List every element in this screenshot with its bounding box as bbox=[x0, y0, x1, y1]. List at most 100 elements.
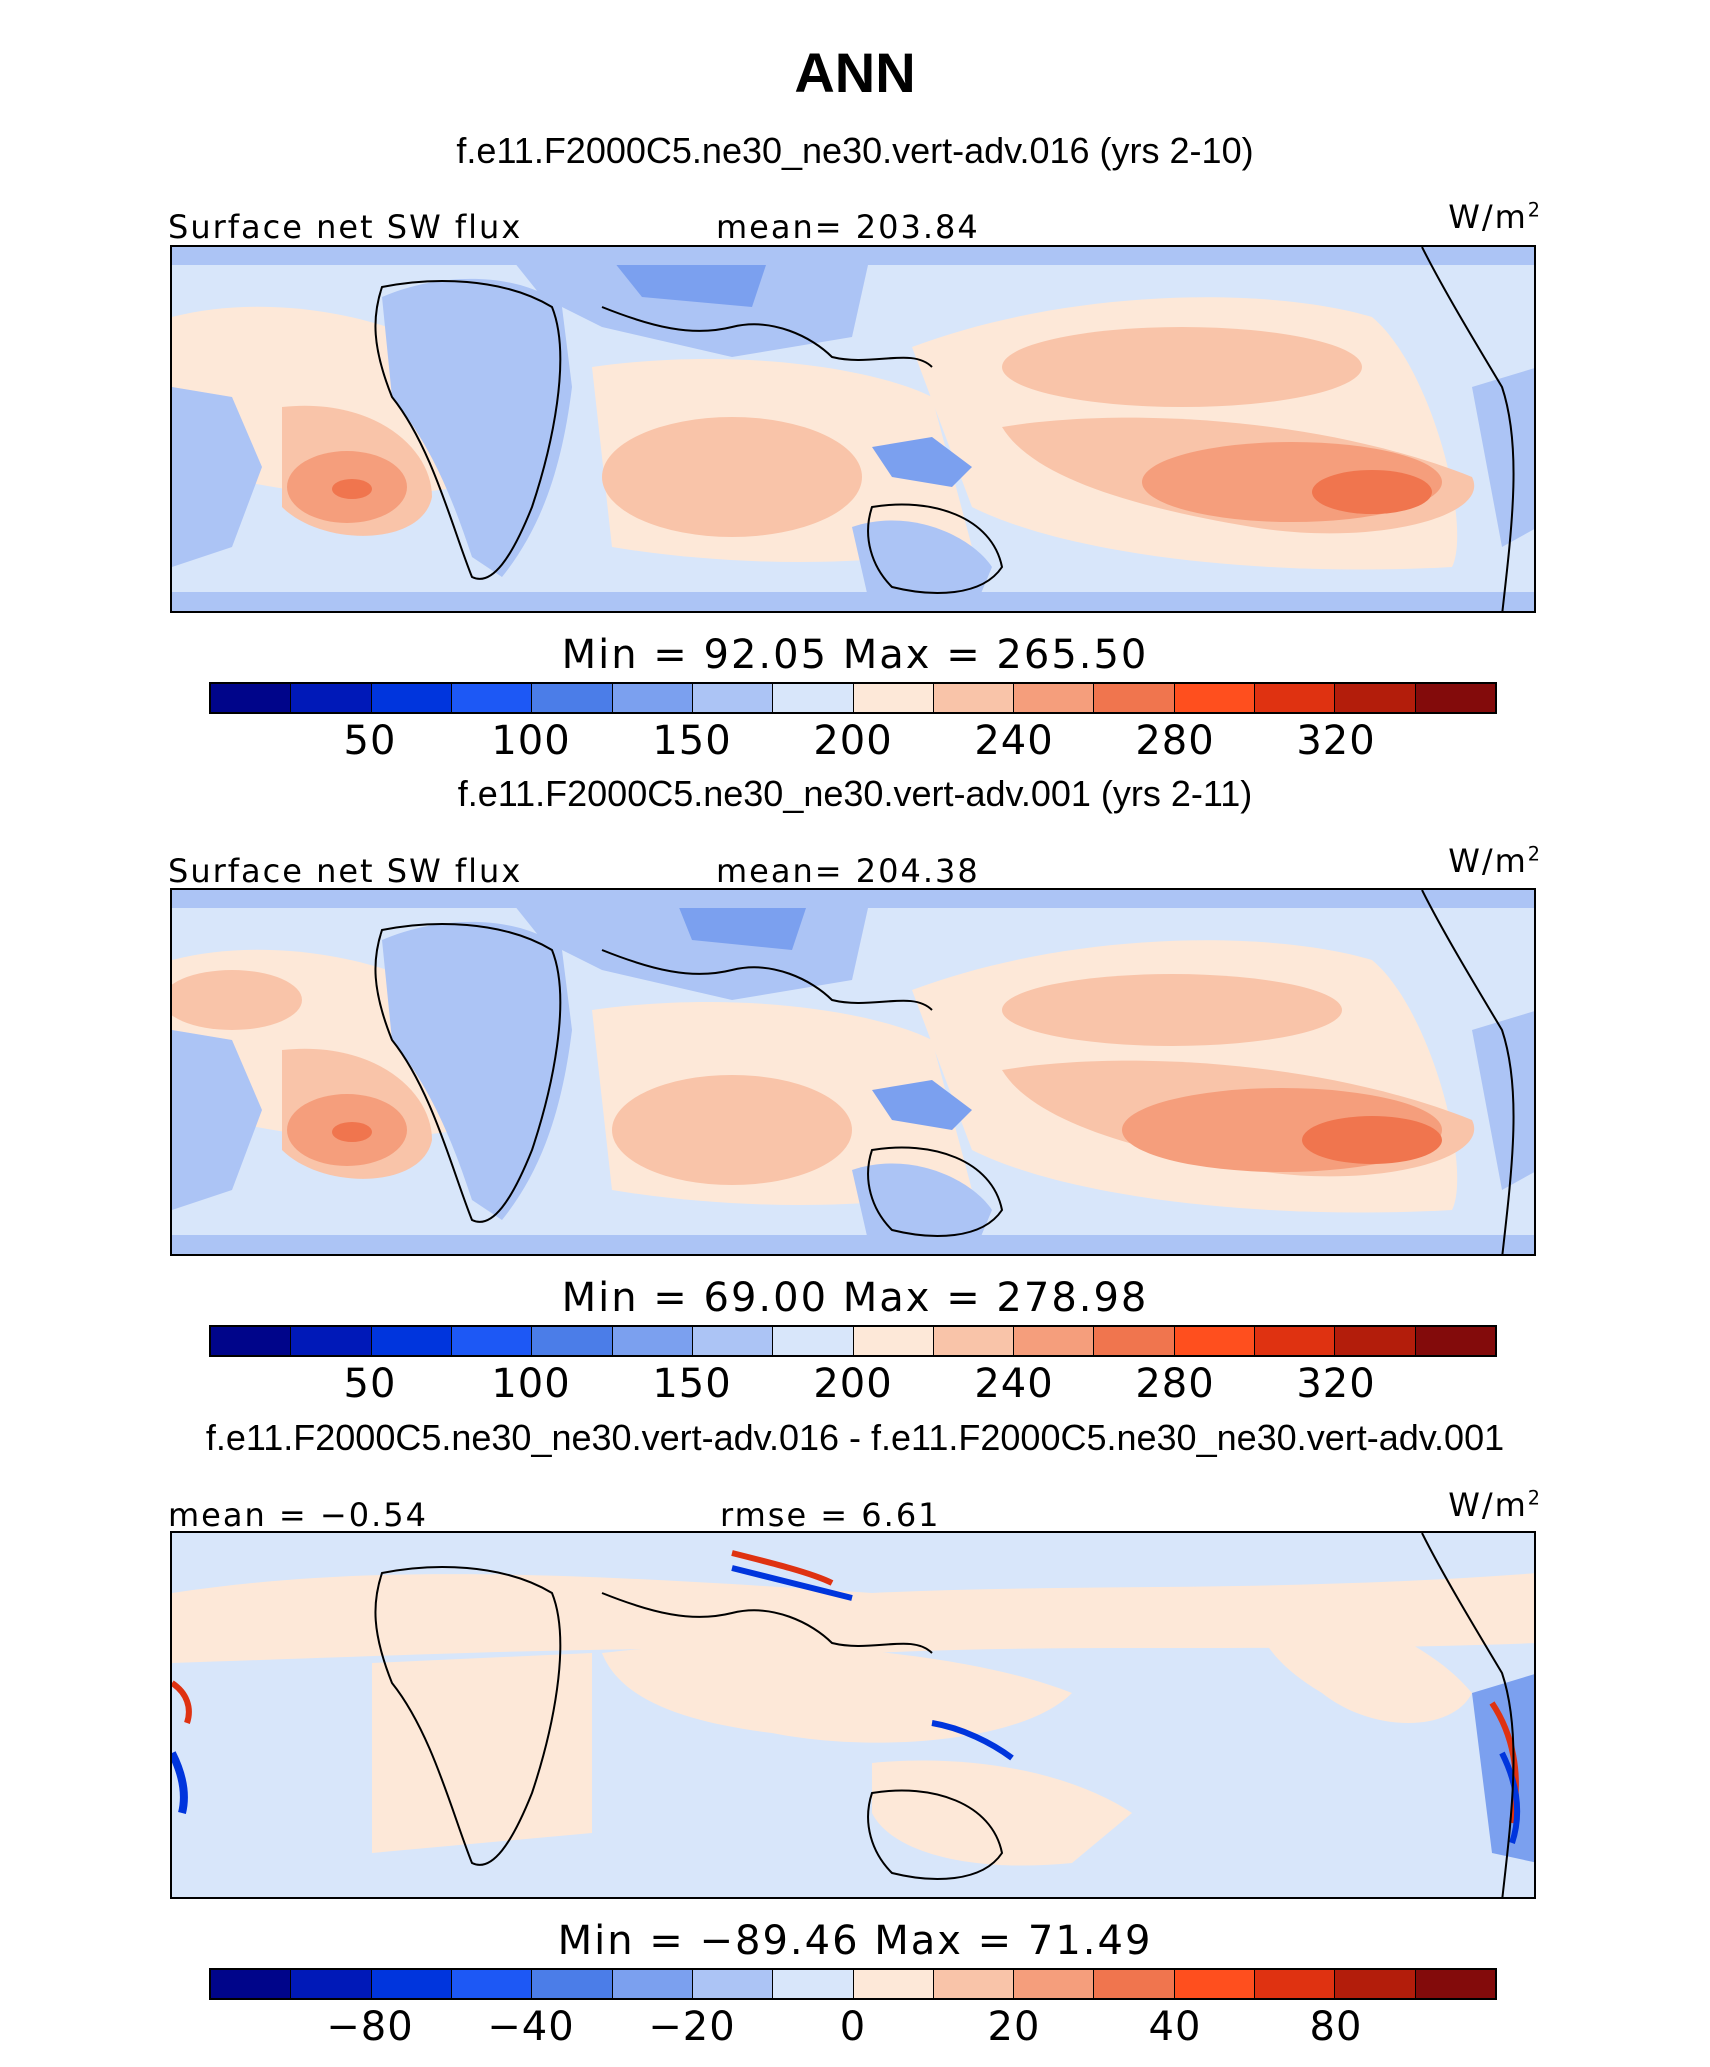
colorbar-tick-label: −40 bbox=[487, 2004, 575, 2050]
colorbar-swatch bbox=[933, 1970, 1015, 1998]
colorbar-tick-label: 20 bbox=[987, 2004, 1041, 2050]
colorbar-swatch bbox=[211, 684, 292, 712]
colorbar-swatch bbox=[1094, 1970, 1175, 1998]
colorbar-swatch bbox=[612, 1327, 693, 1355]
panel-top-minmax: Min = 92.05 Max = 265.50 bbox=[0, 632, 1710, 678]
panel-diff-rmse-label: rmse = bbox=[720, 1496, 850, 1534]
panel-top-units: W/m2 bbox=[1448, 198, 1542, 236]
panel-mid-colorbar bbox=[209, 1325, 1497, 1357]
colorbar-swatch bbox=[1174, 1327, 1256, 1355]
panel-diff-minmax: Min = −89.46 Max = 71.49 bbox=[0, 1918, 1710, 1964]
panel-mid-max-value: 278.98 bbox=[996, 1275, 1149, 1321]
colorbar-swatch bbox=[1174, 1970, 1256, 1998]
colorbar-swatch bbox=[371, 684, 452, 712]
colorbar-swatch bbox=[692, 1970, 774, 1998]
colorbar-swatch bbox=[612, 1970, 693, 1998]
colorbar-swatch bbox=[692, 1327, 774, 1355]
colorbar-swatch bbox=[1255, 1970, 1336, 1998]
panel-mid-title: f.e11.F2000C5.ne30_ne30.vert-adv.001 (yr… bbox=[457, 773, 1253, 814]
colorbar-swatch bbox=[853, 684, 934, 712]
panel-top-mean-value: 203.84 bbox=[855, 208, 980, 246]
colorbar-swatch bbox=[1014, 684, 1095, 712]
colorbar-tick-label: 320 bbox=[1296, 718, 1376, 764]
colorbar-tick-label: 0 bbox=[839, 2004, 867, 2050]
panel-diff-mean-label: mean = bbox=[168, 1496, 308, 1534]
colorbar-swatch bbox=[853, 1327, 934, 1355]
panel-diff-min-eq: = bbox=[649, 1918, 685, 1964]
colorbar-swatch bbox=[371, 1327, 452, 1355]
colorbar-tick-label: 150 bbox=[652, 1361, 732, 1407]
panel-top-min-value: 92.05 bbox=[703, 632, 829, 678]
colorbar-swatch bbox=[1335, 1327, 1416, 1355]
panel-diff-mean-value: −0.54 bbox=[319, 1496, 428, 1534]
colorbar-swatch bbox=[612, 684, 693, 712]
panel-top-min-label: Min bbox=[561, 632, 639, 678]
panel-top-units-exp: 2 bbox=[1527, 198, 1542, 222]
panel-diff-units-base: W/m bbox=[1448, 1486, 1528, 1524]
colorbar-tick-label: 40 bbox=[1148, 2004, 1202, 2050]
panel-mid-max-eq: = bbox=[946, 1275, 982, 1321]
colorbar-swatch bbox=[211, 1970, 292, 1998]
colorbar-swatch bbox=[1255, 684, 1336, 712]
colorbar-swatch bbox=[1335, 684, 1416, 712]
panel-diff-title: f.e11.F2000C5.ne30_ne30.vert-adv.016 - f… bbox=[205, 1417, 1505, 1458]
colorbar-swatch bbox=[1094, 1327, 1175, 1355]
colorbar-tick-label: 200 bbox=[813, 718, 893, 764]
panel-top-max-label: Max bbox=[842, 632, 932, 678]
colorbar-swatch bbox=[291, 1327, 372, 1355]
colorbar-swatch bbox=[532, 1970, 613, 1998]
panel-top-map bbox=[170, 245, 1536, 613]
colorbar-swatch bbox=[1415, 684, 1495, 712]
panel-diff-rmse-value: 6.61 bbox=[861, 1496, 941, 1534]
colorbar-swatch bbox=[773, 684, 854, 712]
colorbar-swatch bbox=[451, 1327, 533, 1355]
panel-top-max-eq: = bbox=[946, 632, 982, 678]
colorbar-swatch bbox=[1255, 1327, 1336, 1355]
colorbar-tick-label: 240 bbox=[974, 1361, 1054, 1407]
panel-mid-min-eq: = bbox=[653, 1275, 689, 1321]
colorbar-swatch bbox=[773, 1327, 854, 1355]
colorbar-swatch bbox=[371, 1970, 452, 1998]
panel-diff-units: W/m2 bbox=[1448, 1486, 1542, 1524]
panel-mid-map bbox=[170, 888, 1536, 1256]
colorbar-tick-label: 80 bbox=[1309, 2004, 1363, 2050]
panel-mid-min-label: Min bbox=[561, 1275, 639, 1321]
panel-top-variable: Surface net SW flux bbox=[168, 208, 523, 246]
colorbar-swatch bbox=[291, 684, 372, 712]
panel-diff-map bbox=[170, 1531, 1536, 1899]
panel-mid-units-exp: 2 bbox=[1527, 842, 1542, 866]
colorbar-swatch bbox=[451, 1970, 533, 1998]
panel-diff-mean: mean = −0.54 bbox=[168, 1496, 428, 1534]
panel-top-units-base: W/m bbox=[1448, 198, 1528, 236]
colorbar-tick-label: 50 bbox=[343, 718, 397, 764]
panel-diff-min-value: −89.46 bbox=[699, 1918, 860, 1964]
panel-mid-min-value: 69.00 bbox=[703, 1275, 829, 1321]
panel-top-mean-label: mean= bbox=[716, 208, 844, 246]
colorbar-tick-label: 280 bbox=[1135, 1361, 1215, 1407]
colorbar-swatch bbox=[773, 1970, 854, 1998]
panel-diff-units-exp: 2 bbox=[1527, 1486, 1542, 1510]
colorbar-tick-label: 320 bbox=[1296, 1361, 1376, 1407]
colorbar-swatch bbox=[1174, 684, 1256, 712]
panel-top-max-value: 265.50 bbox=[996, 632, 1149, 678]
panel-diff-max-label: Max bbox=[874, 1918, 963, 1964]
colorbar-tick-label: 280 bbox=[1135, 718, 1215, 764]
colorbar-tick-label: 50 bbox=[343, 1361, 397, 1407]
colorbar-swatch bbox=[1094, 684, 1175, 712]
panel-diff-max-value: 71.49 bbox=[1027, 1918, 1153, 1964]
colorbar-swatch bbox=[451, 684, 533, 712]
colorbar-tick-label: 200 bbox=[813, 1361, 893, 1407]
colorbar-swatch bbox=[933, 684, 1015, 712]
colorbar-tick-label: 150 bbox=[652, 718, 732, 764]
colorbar-swatch bbox=[1014, 1970, 1095, 1998]
panel-mid-minmax: Min = 69.00 Max = 278.98 bbox=[0, 1275, 1710, 1321]
colorbar-swatch bbox=[532, 1327, 613, 1355]
panel-mid-mean: mean= 204.38 bbox=[716, 852, 980, 890]
colorbar-swatch bbox=[1335, 1970, 1416, 1998]
colorbar-tick-label: 100 bbox=[491, 1361, 571, 1407]
panel-diff-max-eq: = bbox=[977, 1918, 1014, 1964]
panel-diff-min-label: Min bbox=[557, 1918, 635, 1964]
colorbar-swatch bbox=[1415, 1970, 1495, 1998]
panel-mid-units-base: W/m bbox=[1448, 842, 1528, 880]
panel-mid-variable: Surface net SW flux bbox=[168, 852, 523, 890]
